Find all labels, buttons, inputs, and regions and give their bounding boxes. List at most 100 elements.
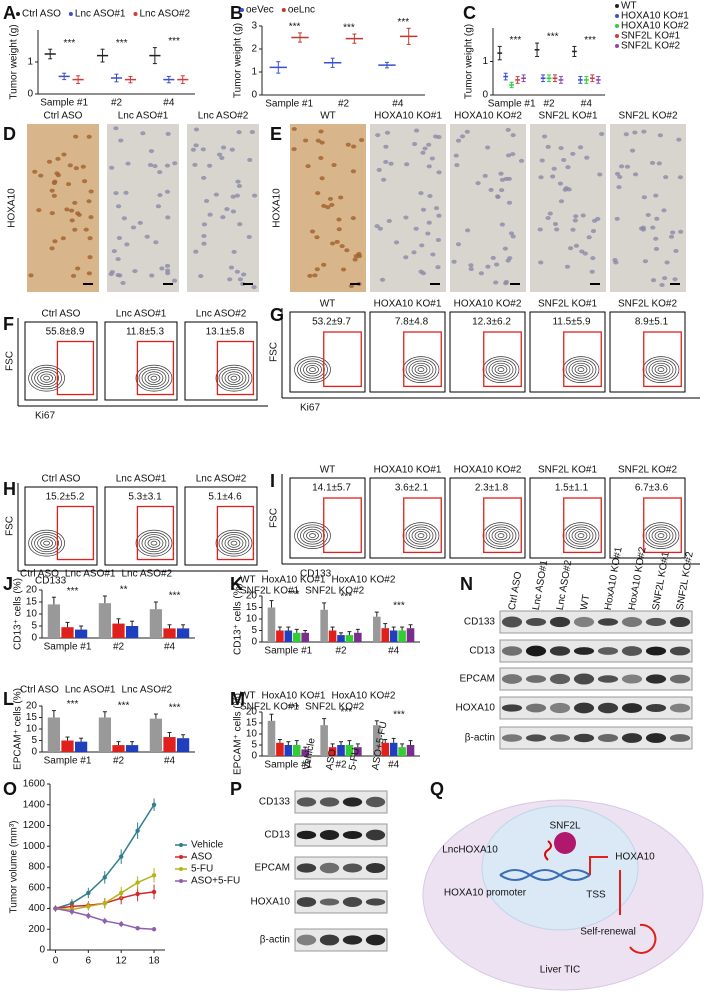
- nucleus: [46, 159, 53, 164]
- legend-label: oeLnc: [288, 5, 315, 16]
- nucleus: [653, 236, 659, 241]
- gate: [563, 497, 602, 554]
- legend-label: oeVec: [246, 5, 274, 16]
- band: [597, 618, 619, 626]
- nucleus: [352, 257, 358, 262]
- nucleus: [76, 212, 82, 217]
- x-tick-label: Sample #1: [265, 99, 313, 110]
- significance: ***: [393, 709, 405, 720]
- contour: [43, 540, 50, 546]
- band: [549, 734, 571, 742]
- nucleus: [498, 171, 504, 176]
- contour: [147, 373, 161, 383]
- nucleus: [247, 157, 253, 162]
- nucleus: [153, 240, 159, 245]
- contour: [306, 365, 319, 375]
- nucleus: [638, 226, 645, 231]
- contour: [40, 538, 53, 548]
- legend-label: Ctrl ASO: [20, 685, 59, 696]
- nucleus: [455, 242, 462, 247]
- panel-label: D: [3, 124, 16, 144]
- nucleus: [220, 215, 226, 220]
- diagram-label: Self-renewal: [580, 927, 636, 938]
- nucleus: [68, 208, 75, 213]
- contour: [294, 522, 331, 549]
- x-tick-label: 0: [53, 956, 59, 967]
- band: [501, 616, 523, 628]
- contour: [494, 365, 508, 375]
- micrograph: [27, 124, 99, 292]
- nucleus: [668, 234, 675, 239]
- legend-label: SNF2L KO#2: [305, 586, 365, 597]
- legend-label: HOXA10 KO#2: [621, 21, 689, 32]
- contour: [147, 538, 161, 548]
- x-tick-label: #2: [543, 99, 555, 110]
- nucleus: [618, 164, 625, 169]
- nucleus: [403, 215, 409, 220]
- band: [365, 829, 386, 841]
- point: [102, 901, 107, 906]
- legend-label: 5-FU: [191, 864, 213, 875]
- contour: [31, 367, 62, 390]
- nucleus: [344, 248, 350, 253]
- nucleus: [468, 267, 474, 272]
- nucleus: [350, 216, 356, 221]
- contour: [482, 356, 520, 383]
- nucleus: [616, 185, 622, 190]
- nucleus: [319, 176, 325, 181]
- blot-strip: [499, 667, 693, 691]
- diagram-label: HOXA10: [615, 852, 655, 863]
- contour: [491, 362, 511, 377]
- y-tick-label: 10: [246, 729, 258, 740]
- point: [118, 890, 124, 896]
- nucleus: [325, 205, 331, 210]
- axis-label: FSC: [5, 516, 16, 536]
- nucleus: [654, 216, 660, 221]
- point: [102, 875, 107, 880]
- band: [645, 646, 667, 656]
- nucleus: [69, 218, 75, 223]
- contour: [303, 362, 322, 377]
- nucleus: [234, 193, 241, 198]
- nucleus: [120, 280, 126, 285]
- x-tick-label: #2: [113, 642, 125, 653]
- nucleus: [617, 174, 623, 179]
- nucleus: [420, 150, 426, 155]
- bar: [337, 635, 345, 642]
- y-tick-label: 10: [26, 609, 38, 620]
- nucleus: [49, 211, 55, 216]
- bar: [406, 628, 415, 642]
- contour: [574, 365, 588, 375]
- nucleus: [379, 277, 386, 282]
- gate: [216, 340, 255, 396]
- point: [102, 918, 107, 924]
- x-tick-label: #4: [164, 756, 176, 767]
- nucleus: [459, 134, 466, 139]
- nucleus: [113, 191, 119, 196]
- nucleus: [60, 236, 66, 241]
- nucleus: [641, 195, 647, 200]
- contour: [309, 367, 316, 372]
- gate: [56, 505, 95, 561]
- point: [53, 906, 58, 911]
- bar: [125, 626, 139, 638]
- nucleus: [425, 231, 431, 236]
- legend-label: HoxA10 KO#1: [262, 691, 326, 702]
- y-tick-label: 0: [482, 90, 488, 101]
- contour: [150, 375, 158, 381]
- contour: [144, 536, 164, 550]
- contour: [31, 532, 62, 555]
- gate-percent: 3.6±2.1: [395, 483, 429, 494]
- gate-percent: 1.5±1.1: [555, 483, 589, 494]
- nucleus: [494, 262, 500, 267]
- blot-strip: [294, 790, 388, 814]
- panel-label: B: [230, 3, 243, 23]
- nucleus: [436, 135, 442, 140]
- nucleus: [75, 266, 81, 271]
- y-axis-label: EPCAM⁺ cells (%): [13, 688, 24, 770]
- lane-label: SNF2L KO#1: [651, 550, 672, 611]
- legend-label: Ctrl ASO: [22, 9, 61, 20]
- panel-label: Q: [430, 779, 444, 799]
- contour: [224, 536, 244, 550]
- y-axis-label: Tumor weight (g): [233, 23, 244, 98]
